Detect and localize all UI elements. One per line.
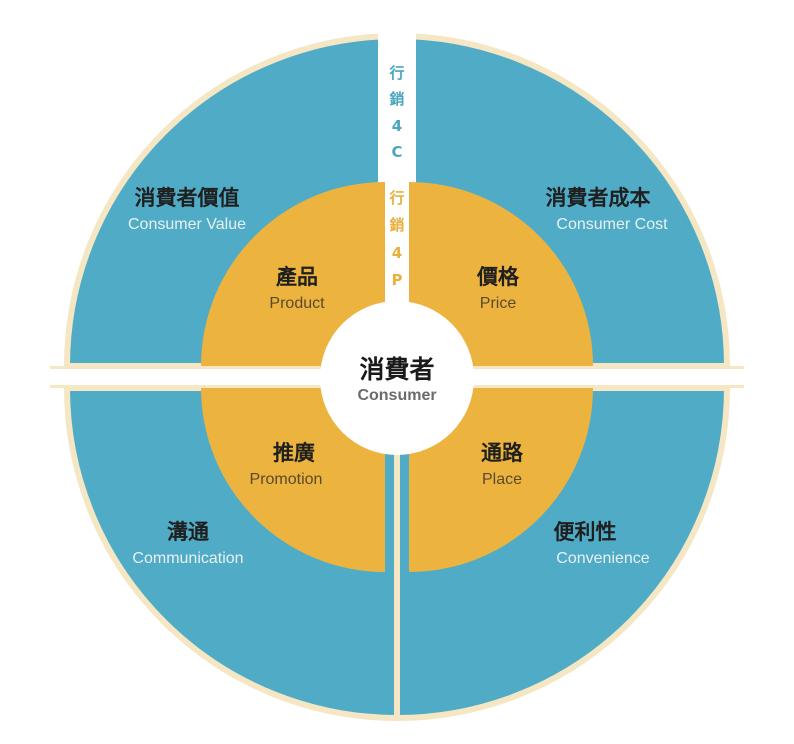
inner-sector-top-left bbox=[201, 182, 385, 366]
product-label: 產品 bbox=[276, 265, 318, 289]
label-4p-char-3: 4 bbox=[392, 244, 402, 262]
convenience-label-en: Convenience bbox=[556, 550, 650, 567]
inner-sector-bottom-right bbox=[409, 388, 593, 572]
label-4p-char-1: 行 bbox=[388, 189, 404, 207]
communication-label: 溝通 bbox=[167, 520, 209, 544]
center-circle bbox=[320, 301, 474, 455]
inner-sector-bottom-left bbox=[201, 388, 385, 572]
consumer-value-label: 消費者價值 bbox=[135, 186, 240, 210]
communication-label-en: Communication bbox=[132, 550, 243, 567]
label-4c-char-2: 銷 bbox=[389, 90, 404, 108]
consumer-center-label: 消費者 bbox=[359, 355, 434, 384]
price-label-en: Price bbox=[480, 295, 517, 312]
inner-sector-top-right bbox=[409, 182, 593, 366]
label-4c-char-4: C bbox=[391, 143, 402, 161]
price-label: 價格 bbox=[476, 265, 520, 289]
consumer-cost-label: 消費者成本 bbox=[546, 186, 651, 210]
label-4p-char-2: 銷 bbox=[389, 216, 404, 234]
promotion-label: 推廣 bbox=[273, 441, 315, 465]
product-label-en: Product bbox=[269, 295, 325, 312]
consumer-center-label-en: Consumer bbox=[357, 387, 436, 404]
inner-ring bbox=[201, 182, 593, 572]
label-4c-char-3: 4 bbox=[392, 117, 402, 135]
consumer-cost-label-en: Consumer Cost bbox=[556, 216, 668, 233]
consumer-value-label-en: Consumer Value bbox=[128, 216, 246, 233]
promotion-label-en: Promotion bbox=[250, 471, 323, 488]
place-label: 通路 bbox=[481, 441, 524, 465]
label-marketing-4p: 行 銷 4 P bbox=[388, 189, 404, 289]
place-label-en: Place bbox=[482, 471, 522, 488]
label-4c-char-1: 行 bbox=[388, 64, 404, 82]
label-4p-char-4: P bbox=[392, 271, 403, 289]
convenience-label: 便利性 bbox=[554, 520, 617, 544]
label-marketing-4c: 行 銷 4 C bbox=[388, 64, 404, 161]
